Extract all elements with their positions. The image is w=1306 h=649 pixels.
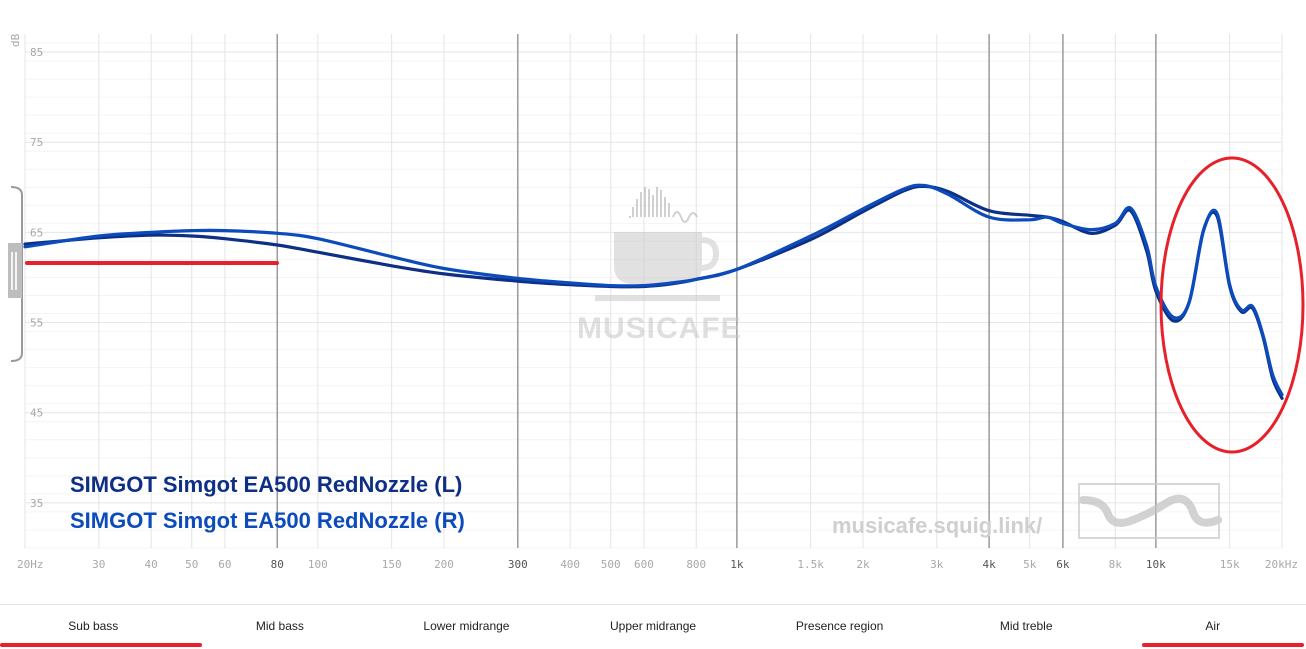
curve-left-channel <box>23 184 1284 400</box>
x-tick-label: 30 <box>92 558 105 571</box>
y-axis-ticks: 35 45 55 65 75 85 <box>30 46 43 510</box>
y-tick-label: 45 <box>30 407 43 420</box>
band-sub-bass[interactable]: Sub bass <box>0 605 202 649</box>
sub-bass-underline <box>0 643 202 647</box>
x-tick-label: 20Hz <box>17 558 44 571</box>
x-tick-label: 10k <box>1146 558 1166 571</box>
legend-entry-left[interactable]: SIMGOT Simgot EA500 RedNozzle (L) <box>70 472 462 497</box>
x-tick-label: 500 <box>601 558 621 571</box>
air-underline <box>1142 643 1305 647</box>
y-tick-label: 35 <box>30 497 43 510</box>
x-tick-label: 150 <box>382 558 402 571</box>
x-tick-label: 800 <box>686 558 706 571</box>
grid <box>24 34 1283 549</box>
frequency-band-bar: Sub bass Mid bass Lower midrange Upper m… <box>0 604 1306 649</box>
x-tick-label: 50 <box>185 558 198 571</box>
x-tick-label: 1.5k <box>797 558 824 571</box>
x-tick-label: 20kHz <box>1265 558 1298 571</box>
air-region-annotation-ellipse <box>1159 156 1305 454</box>
band-mid-treble[interactable]: Mid treble <box>933 605 1120 649</box>
band-label: Presence region <box>795 619 884 633</box>
curve-right-channel <box>23 183 1284 397</box>
legend-entry-right[interactable]: SIMGOT Simgot EA500 RedNozzle (R) <box>70 508 465 533</box>
y-tick-label: 75 <box>30 136 43 149</box>
site-watermark: musicafe.squig.link/ <box>832 513 1042 538</box>
band-presence-region[interactable]: Presence region <box>746 605 933 649</box>
band-mid-bass[interactable]: Mid bass <box>187 605 374 649</box>
y-tick-label: 55 <box>30 317 43 330</box>
y-axis-label: dB <box>9 33 22 47</box>
x-tick-label: 100 <box>308 558 328 571</box>
x-tick-label: 6k <box>1056 558 1070 571</box>
logo-text: MUSICAFE <box>577 312 742 345</box>
band-label: Mid bass <box>255 619 304 633</box>
band-lower-midrange[interactable]: Lower midrange <box>373 605 560 649</box>
band-label: Air <box>1205 619 1221 633</box>
band-label: Upper midrange <box>610 619 697 633</box>
y-scale-drag-handle[interactable] <box>8 186 23 362</box>
band-label: Lower midrange <box>423 619 510 633</box>
x-tick-label: 80 <box>271 558 284 571</box>
x-tick-label: 1k <box>730 558 744 571</box>
frequency-response-graph: 20Hz 30 40 50 60 80 100 150 200 300 400 500 600 800 1k… <box>8 33 1305 571</box>
x-tick-label: 15k <box>1220 558 1240 571</box>
x-tick-label: 5k <box>1023 558 1037 571</box>
musicafe-logo-watermark: MUSICAFE <box>577 187 742 345</box>
x-tick-label: 40 <box>145 558 158 571</box>
x-tick-label: 3k <box>930 558 944 571</box>
y-tick-label: 65 <box>30 226 43 239</box>
band-upper-midrange[interactable]: Upper midrange <box>560 605 747 649</box>
x-tick-label: 60 <box>218 558 231 571</box>
band-label: Mid treble <box>999 619 1053 633</box>
squiglink-logo <box>1078 483 1222 539</box>
x-tick-label: 200 <box>434 558 454 571</box>
y-tick-label: 85 <box>30 46 43 59</box>
x-tick-label: 8k <box>1109 558 1123 571</box>
band-label: Sub bass <box>68 619 119 633</box>
x-tick-label: 2k <box>856 558 870 571</box>
x-axis-ticks: 20Hz 30 40 50 60 80 100 150 200 300 400 500 600 800 1k… <box>17 558 1298 571</box>
x-tick-label: 400 <box>560 558 580 571</box>
x-tick-label: 300 <box>508 558 528 571</box>
curves <box>23 183 1284 400</box>
x-tick-label: 600 <box>634 558 654 571</box>
x-tick-label: 4k <box>983 558 997 571</box>
band-air[interactable]: Air <box>1119 605 1306 649</box>
